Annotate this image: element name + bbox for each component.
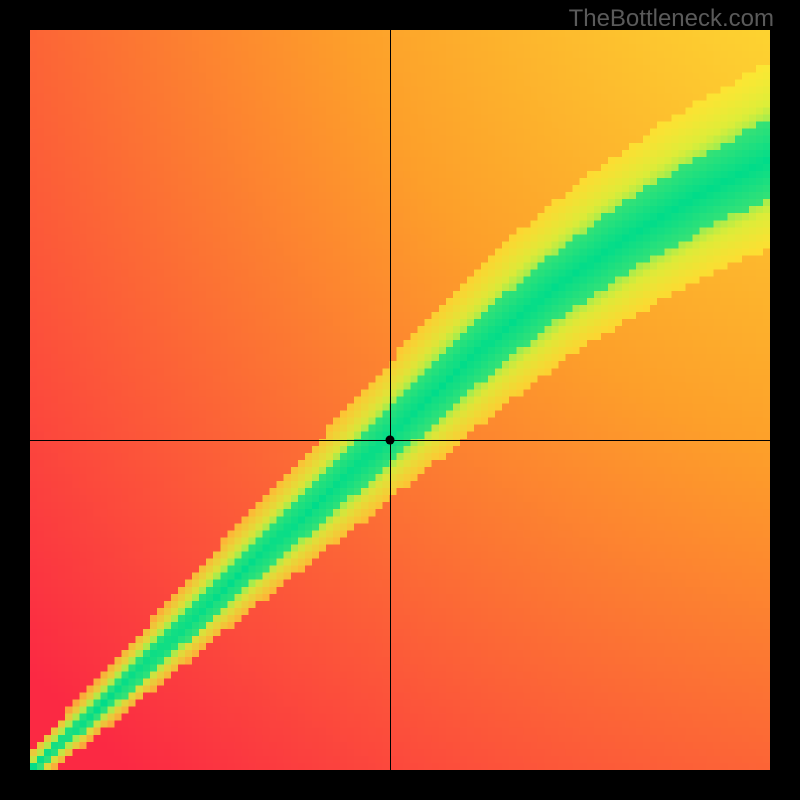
watermark-label: TheBottleneck.com [569, 5, 774, 33]
plot-area [30, 30, 770, 770]
figure-container: { "image_size": { "w": 800, "h": 800 }, … [0, 0, 800, 800]
crosshair-overlay [30, 30, 770, 770]
